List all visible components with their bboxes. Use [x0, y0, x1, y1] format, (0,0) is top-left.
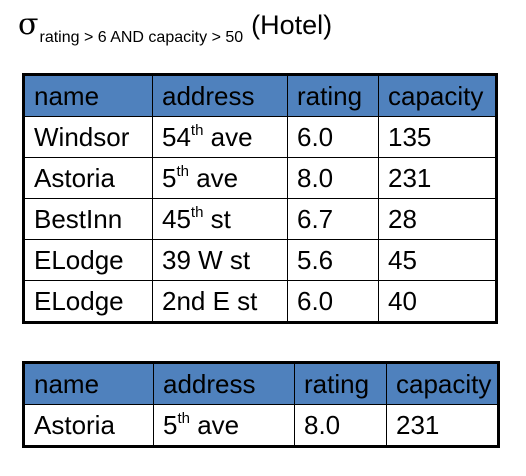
cell-rating: 6.0 [287, 280, 379, 323]
cell-capacity: 28 [378, 198, 497, 240]
cell-capacity: 135 [378, 116, 497, 158]
column-header-name: name [23, 362, 154, 405]
selection-formula: σrating > 6 AND capacity > 50 (Hotel) [18, 7, 333, 46]
table-row: ELodge 39 W st 5.6 45 [23, 239, 497, 281]
cell-name: ELodge [23, 239, 153, 281]
address-rest: ave [203, 121, 253, 152]
address-superscript: th [176, 162, 189, 180]
cell-name: Astoria [23, 404, 154, 447]
column-header-rating: rating [287, 74, 379, 117]
address-main: 45 [162, 203, 191, 234]
relation-name: (Hotel) [251, 10, 333, 40]
cell-address: 39 W st [152, 239, 288, 281]
hotel-table: name address rating capacity Windsor 54t… [22, 73, 498, 324]
table-row: ELodge 2nd E st 6.0 40 [23, 280, 497, 323]
address-rest: st [203, 203, 231, 234]
column-header-address: address [153, 362, 295, 405]
cell-capacity: 45 [378, 239, 497, 281]
address-main: 5 [163, 409, 178, 440]
table-row: Astoria 5th ave 8.0 231 [23, 404, 499, 447]
cell-rating: 6.7 [287, 198, 379, 240]
sigma-symbol: σ [18, 7, 39, 42]
cell-rating: 5.6 [287, 239, 379, 281]
column-header-name: name [23, 74, 153, 117]
column-header-capacity: capacity [378, 74, 497, 117]
table-header-row: name address rating capacity [23, 74, 497, 117]
table-header-row: name address rating capacity [23, 362, 499, 405]
cell-rating: 8.0 [294, 404, 387, 447]
column-header-address: address [152, 74, 288, 117]
address-main: 39 W st [162, 244, 251, 275]
column-header-rating: rating [294, 362, 387, 405]
address-superscript: th [190, 121, 204, 139]
table-row: Astoria 5th ave 8.0 231 [23, 157, 497, 199]
cell-address: 45th st [152, 198, 288, 240]
cell-name: Windsor [23, 116, 153, 158]
cell-name: ELodge [23, 280, 153, 323]
cell-name: Astoria [23, 157, 153, 199]
table-row: BestInn 45th st 6.7 28 [23, 198, 497, 240]
cell-capacity: 231 [378, 157, 497, 199]
table-row: Windsor 54th ave 6.0 135 [23, 116, 497, 158]
cell-rating: 6.0 [287, 116, 379, 158]
address-superscript: th [177, 409, 190, 427]
address-rest: ave [188, 162, 239, 193]
result-table: name address rating capacity Astoria 5th… [22, 361, 500, 448]
cell-name: BestInn [23, 198, 153, 240]
cell-address: 2nd E st [152, 280, 288, 323]
cell-capacity: 40 [378, 280, 497, 323]
cell-address: 5th ave [153, 404, 295, 447]
cell-address: 54th ave [152, 116, 288, 158]
cell-address: 5th ave [152, 157, 288, 199]
address-main: 54 [162, 121, 191, 152]
address-main: 5 [162, 162, 177, 193]
column-header-capacity: capacity [386, 362, 499, 405]
address-superscript: th [190, 203, 204, 221]
selection-condition: rating > 6 AND capacity > 50 [39, 29, 244, 46]
address-rest: ave [189, 409, 240, 440]
cell-capacity: 231 [386, 404, 499, 447]
cell-rating: 8.0 [287, 157, 379, 199]
address-main: 2nd E st [162, 285, 258, 316]
